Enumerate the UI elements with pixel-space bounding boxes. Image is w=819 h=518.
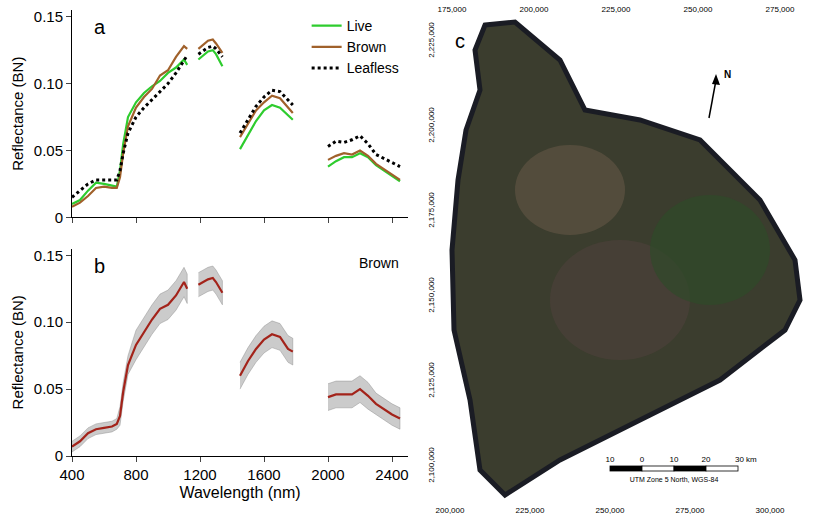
- svg-text:0.15: 0.15: [34, 247, 63, 264]
- svg-text:20: 20: [702, 455, 711, 464]
- svg-text:2,175,000: 2,175,000: [427, 192, 436, 228]
- svg-text:0.15: 0.15: [34, 8, 63, 25]
- svg-text:UTM Zone 5 North, WGS-84: UTM Zone 5 North, WGS-84: [630, 476, 719, 483]
- svg-text:225,000: 225,000: [602, 5, 631, 14]
- svg-text:275,000: 275,000: [676, 506, 705, 515]
- svg-text:2400: 2400: [375, 466, 408, 483]
- svg-text:275,000: 275,000: [766, 5, 795, 14]
- svg-text:Brown: Brown: [347, 39, 387, 55]
- svg-text:10: 10: [606, 455, 615, 464]
- svg-text:0.05: 0.05: [34, 380, 63, 397]
- svg-text:Leafless: Leafless: [347, 60, 399, 76]
- svg-text:175,000: 175,000: [438, 5, 467, 14]
- svg-text:0: 0: [55, 209, 63, 226]
- svg-text:Wavelength (nm): Wavelength (nm): [179, 484, 300, 501]
- svg-text:10: 10: [670, 455, 679, 464]
- svg-text:0: 0: [55, 447, 63, 464]
- svg-text:2,225,000: 2,225,000: [427, 22, 436, 58]
- svg-text:0.10: 0.10: [34, 313, 63, 330]
- svg-text:0.10: 0.10: [34, 75, 63, 92]
- svg-text:b: b: [94, 255, 105, 277]
- svg-text:a: a: [94, 16, 106, 38]
- svg-text:2000: 2000: [311, 466, 344, 483]
- svg-text:N: N: [724, 69, 731, 80]
- svg-text:0.05: 0.05: [34, 142, 63, 159]
- svg-text:250,000: 250,000: [684, 5, 713, 14]
- svg-text:0: 0: [640, 455, 645, 464]
- svg-text:Brown: Brown: [359, 255, 399, 271]
- svg-text:300,000: 300,000: [756, 506, 785, 515]
- svg-text:2,125,000: 2,125,000: [427, 362, 436, 398]
- svg-text:1600: 1600: [247, 466, 280, 483]
- svg-text:2,150,000: 2,150,000: [427, 277, 436, 313]
- svg-text:225,000: 225,000: [516, 506, 545, 515]
- svg-text:400: 400: [59, 466, 84, 483]
- svg-text:250,000: 250,000: [596, 506, 625, 515]
- svg-text:Live: Live: [347, 18, 373, 34]
- svg-text:200,000: 200,000: [436, 506, 465, 515]
- svg-text:30 km: 30 km: [735, 455, 757, 464]
- svg-text:2,200,000: 2,200,000: [427, 107, 436, 143]
- svg-text:Reflectance (BN): Reflectance (BN): [9, 295, 26, 409]
- svg-text:200,000: 200,000: [520, 5, 549, 14]
- svg-text:Reflectance (BN): Reflectance (BN): [9, 57, 26, 171]
- svg-text:2,100,000: 2,100,000: [427, 447, 436, 483]
- svg-text:c: c: [455, 30, 465, 52]
- svg-text:800: 800: [123, 466, 148, 483]
- svg-text:1200: 1200: [183, 466, 216, 483]
